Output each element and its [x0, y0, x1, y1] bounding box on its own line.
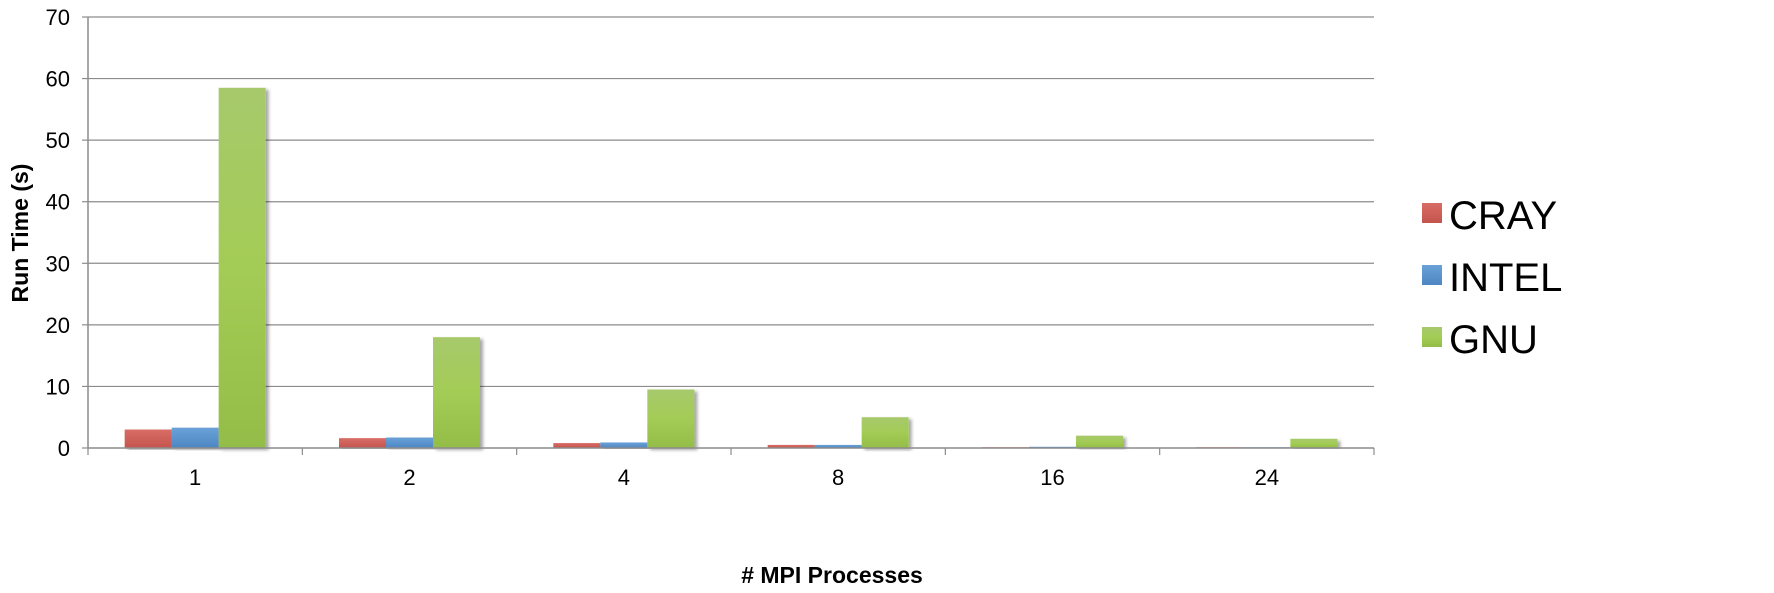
- y-axis-title: Run Time (s): [7, 164, 33, 303]
- y-tick-label: 40: [46, 190, 70, 215]
- y-tick-label: 10: [46, 374, 70, 399]
- bar-cray-2: [339, 438, 386, 448]
- legend: CRAY INTEL GNU: [1422, 194, 1562, 362]
- bar-cray-1: [124, 429, 172, 448]
- bar-intel-2: [386, 437, 433, 448]
- legend-swatch-gnu: [1422, 327, 1442, 347]
- y-tick-labels: 0 10 20 30 40 50 60 70: [46, 5, 70, 461]
- legend-swatch-intel: [1422, 265, 1442, 285]
- x-tick-label: 2: [403, 465, 415, 490]
- bar-cray-8: [767, 444, 815, 448]
- y-tick-label: 20: [46, 313, 70, 338]
- y-tick-label: 60: [46, 67, 70, 92]
- bars: [124, 87, 1338, 449]
- legend-swatch-cray: [1422, 203, 1442, 223]
- axes: [82, 16, 1375, 455]
- bar-gnu-8: [861, 417, 909, 448]
- y-tick-label: 30: [46, 251, 70, 276]
- x-tick-label: 24: [1255, 465, 1279, 490]
- x-tick-labels: 1 2 4 8 16 24: [189, 465, 1279, 490]
- bar-intel-8: [814, 444, 862, 448]
- y-tick-label: 0: [58, 436, 70, 461]
- bar-gnu-16: [1076, 435, 1123, 448]
- legend-label-cray: CRAY: [1449, 194, 1557, 238]
- x-tick-label: 1: [189, 465, 201, 490]
- bar-gnu-2: [433, 337, 480, 448]
- bar-intel-4: [600, 442, 648, 448]
- legend-label-gnu: GNU: [1449, 318, 1538, 362]
- bar-gnu-24: [1290, 438, 1338, 448]
- bar-cray-4: [553, 443, 601, 448]
- x-tick-label: 8: [832, 465, 844, 490]
- bar-intel-1: [171, 427, 219, 448]
- gridlines: [88, 16, 1374, 388]
- x-tick-label: 16: [1040, 465, 1064, 490]
- y-tick-label: 50: [46, 128, 70, 153]
- bar-gnu-1: [218, 87, 266, 449]
- x-axis-title: # MPI Processes: [741, 562, 923, 588]
- x-tick-label: 4: [618, 465, 630, 490]
- bar-gnu-4: [647, 389, 695, 448]
- legend-label-intel: INTEL: [1449, 256, 1562, 300]
- y-tick-label: 70: [46, 5, 70, 30]
